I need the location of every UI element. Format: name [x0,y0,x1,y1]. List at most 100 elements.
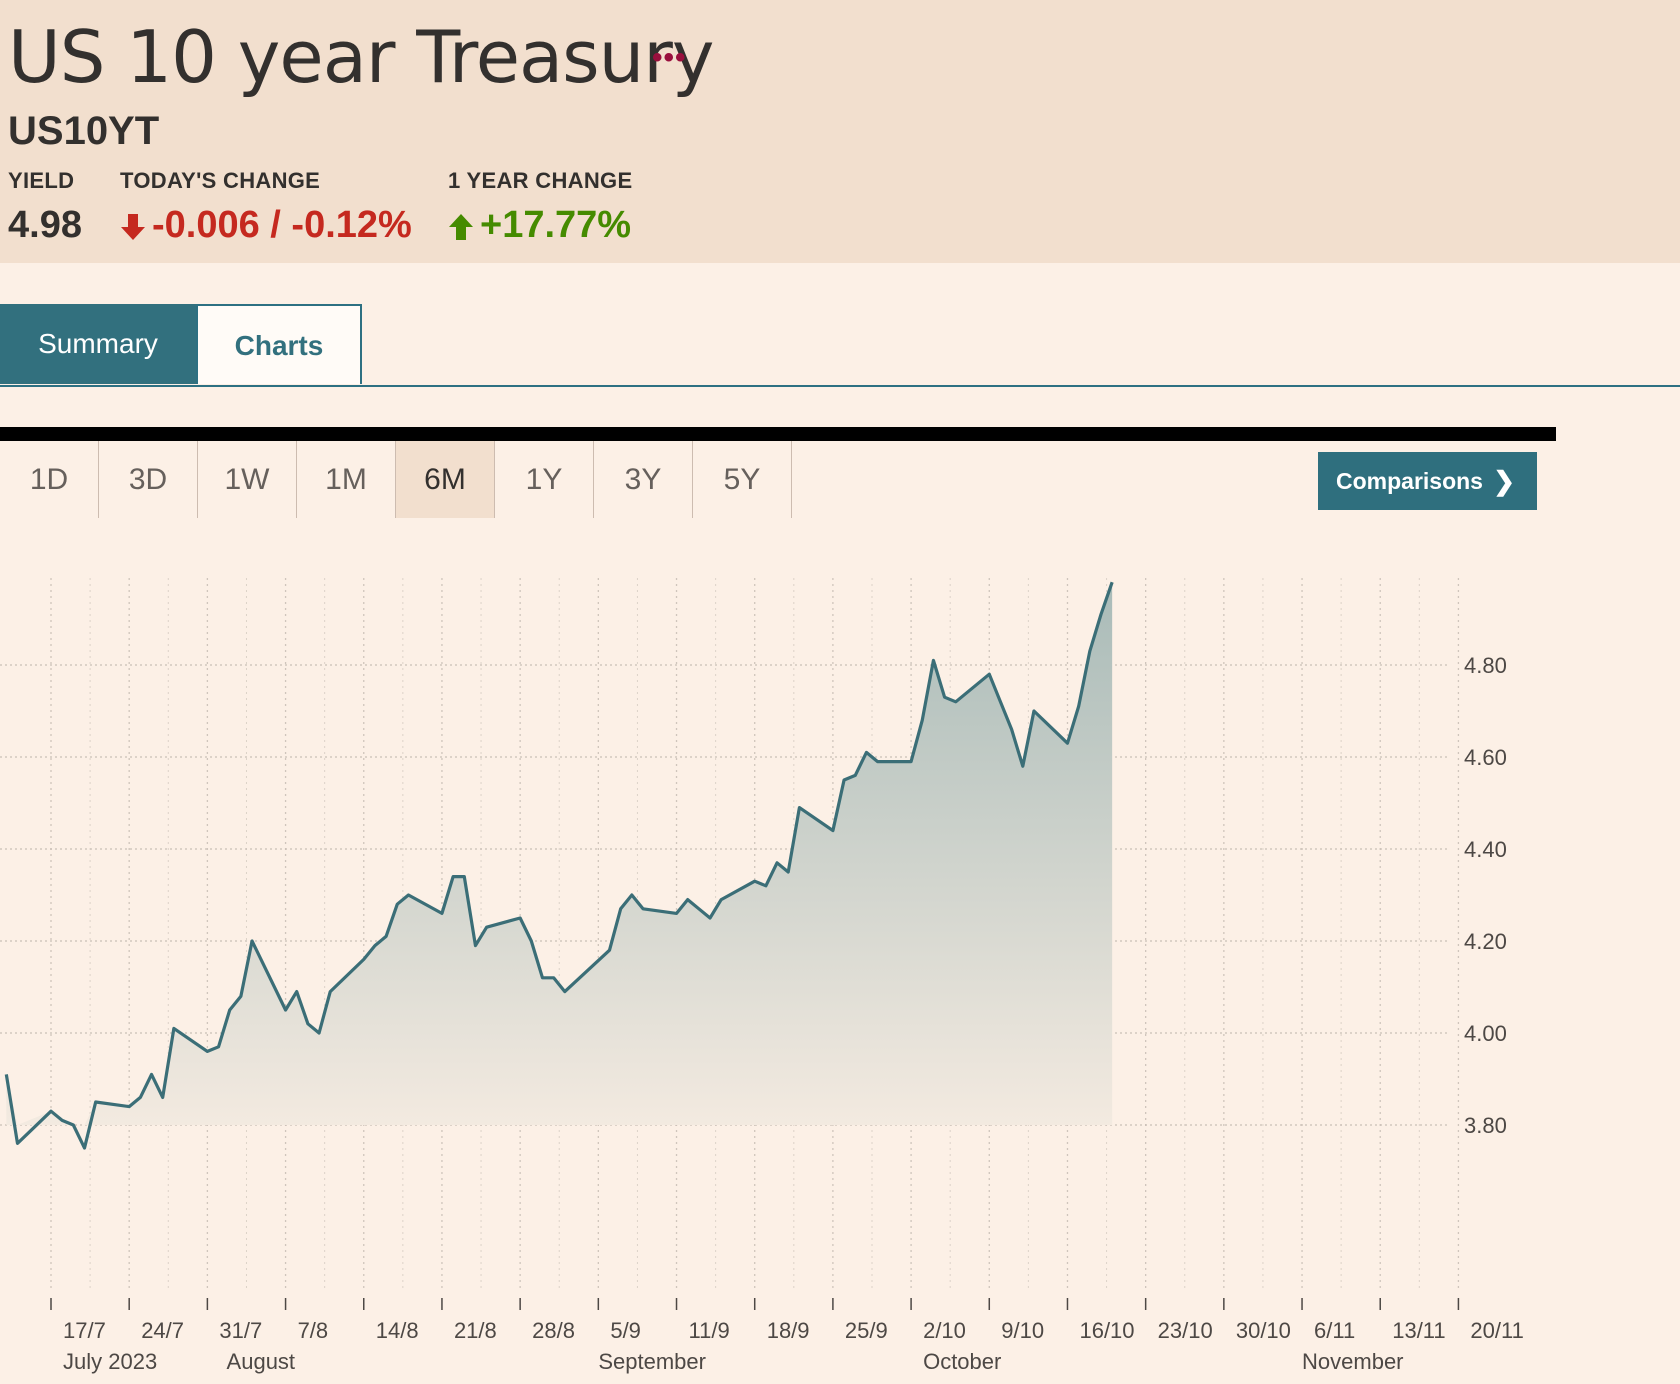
y-tick-label: 3.80 [1464,1113,1507,1138]
series-area [6,582,1113,1125]
year-change-value: +17.77% [448,202,631,248]
data-point [305,1021,311,1027]
data-point [1031,708,1037,714]
x-tick-label: 16/10 [1079,1318,1134,1343]
todays-change-label: TODAY'S CHANGE [120,168,321,193]
period-3y[interactable]: 3Y [594,441,693,518]
todays-change-value: -0.006 / -0.12% [120,202,412,248]
tab-summary[interactable]: Summary [0,304,196,384]
data-point [640,906,646,912]
year-change-label: 1 YEAR CHANGE [448,168,633,193]
data-point [685,897,691,903]
yield-value: 4.98 [8,204,82,246]
data-point [327,989,333,995]
y-tick-label: 4.60 [1464,745,1507,770]
data-point [607,947,613,953]
data-point [562,989,568,995]
data-point [450,874,456,880]
data-point [204,1048,210,1054]
x-tick-label: 2/10 [923,1318,966,1343]
x-tick-label: 13/11 [1392,1318,1445,1343]
data-point [1020,763,1026,769]
data-point [82,1145,88,1151]
data-point [752,878,758,884]
data-point [629,892,635,898]
x-tick-label: 5/9 [610,1318,641,1343]
data-point [227,1007,233,1013]
data-point [908,759,914,765]
data-point [953,699,959,705]
y-tick-label: 4.20 [1464,929,1507,954]
comparisons-label: Comparisons [1336,468,1483,494]
x-month-label: July 2023 [63,1349,157,1374]
more-dots-icon[interactable]: ••• [652,41,687,74]
section-divider [0,427,1556,441]
period-1m[interactable]: 1M [297,441,396,518]
x-tick-label: 11/9 [689,1318,730,1343]
x-tick-label: 14/8 [376,1318,419,1343]
comparisons-button[interactable]: Comparisons ❯ [1318,452,1537,510]
data-point [1076,703,1082,709]
x-tick-label: 6/11 [1314,1318,1355,1343]
x-month-label: October [923,1349,1001,1374]
period-1d[interactable]: 1D [0,441,99,518]
period-6m[interactable]: 6M [396,441,495,518]
tab-charts[interactable]: Charts [196,304,362,384]
x-month-label: November [1302,1349,1403,1374]
data-point [1109,579,1115,585]
data-point [1009,726,1015,732]
data-point [1087,648,1093,654]
x-tick-label: 18/9 [767,1318,810,1343]
data-point [372,943,378,949]
x-month-label: September [598,1349,706,1374]
data-point [930,657,936,663]
data-point [461,874,467,880]
year-change-text: +17.77% [480,204,632,246]
page-title: US 10 year Treasury [8,15,714,99]
data-point [539,975,545,981]
x-tick-label: 25/9 [845,1318,888,1343]
period-3d[interactable]: 3D [99,441,198,518]
data-point [316,1030,322,1036]
data-point [841,777,847,783]
period-5y[interactable]: 5Y [693,441,792,518]
y-tick-label: 4.40 [1464,837,1507,862]
arrow-down-icon [121,213,145,240]
x-tick-label: 28/8 [532,1318,575,1343]
data-point [14,1140,20,1146]
data-point [774,860,780,866]
ticker-symbol: US10YT [8,109,160,153]
data-point [149,1071,155,1077]
data-point [528,938,534,944]
data-point [439,910,445,916]
data-point [383,933,389,939]
data-point [1098,611,1104,617]
tab-bar: Summary Charts [0,304,1680,387]
x-tick-label: 20/11 [1470,1318,1523,1343]
period-1w[interactable]: 1W [198,441,297,518]
data-point [283,1007,289,1013]
x-tick-label: 17/7 [63,1318,106,1343]
data-point [238,993,244,999]
data-point [718,897,724,903]
data-point [763,883,769,889]
data-point [3,1071,9,1077]
x-tick-label: 24/7 [141,1318,184,1343]
y-tick-label: 4.80 [1464,653,1507,678]
data-point [852,772,858,778]
data-point [863,749,869,755]
data-point [394,901,400,907]
arrow-up-icon [449,213,473,240]
chevron-right-icon: ❯ [1493,466,1515,496]
data-point [875,759,881,765]
yield-label: YIELD [8,168,75,193]
data-point [830,828,836,834]
period-1y[interactable]: 1Y [495,441,594,518]
data-point [216,1044,222,1050]
yield-chart: 3.80 4.00 4.20 4.40 4.60 4.80 17/7 24/7 31/7 7/8 1… [0,578,1524,1374]
x-tick-label: 30/10 [1236,1318,1291,1343]
data-point [249,938,255,944]
data-point [551,975,557,981]
data-point [674,910,680,916]
data-point [796,805,802,811]
